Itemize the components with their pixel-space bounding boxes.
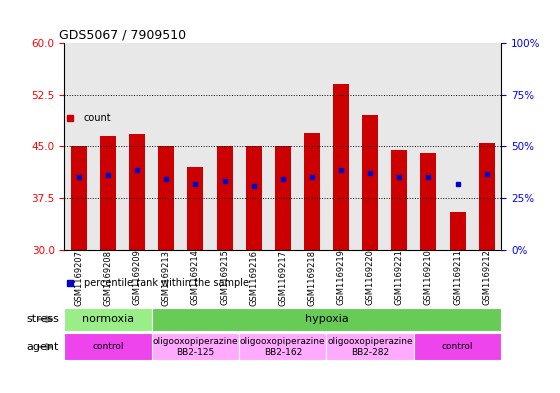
Text: control: control — [92, 342, 124, 351]
Text: GSM1169213: GSM1169213 — [162, 250, 171, 305]
Bar — [326, 333, 414, 360]
Bar — [391, 150, 407, 250]
Text: GSM1169216: GSM1169216 — [249, 250, 258, 305]
Text: GSM1169220: GSM1169220 — [366, 250, 375, 305]
Text: control: control — [442, 342, 473, 351]
Bar — [414, 333, 501, 360]
Bar — [362, 116, 378, 250]
Text: GSM1169214: GSM1169214 — [191, 250, 200, 305]
Text: GSM1169209: GSM1169209 — [133, 250, 142, 305]
Text: agent: agent — [26, 342, 59, 352]
Bar — [64, 333, 152, 360]
Text: normoxia: normoxia — [82, 314, 134, 324]
Text: GSM1169208: GSM1169208 — [104, 250, 113, 305]
Text: count: count — [84, 113, 111, 123]
Bar — [188, 167, 203, 250]
Bar — [479, 143, 494, 250]
Bar — [239, 333, 326, 360]
Bar — [275, 146, 291, 250]
Text: oligooxopiperazine
BB2-162: oligooxopiperazine BB2-162 — [240, 337, 325, 356]
Bar — [421, 153, 436, 250]
Bar — [450, 212, 465, 250]
Bar — [158, 146, 174, 250]
Bar — [333, 84, 349, 250]
Text: GDS5067 / 7909510: GDS5067 / 7909510 — [59, 28, 186, 41]
Bar — [129, 134, 145, 250]
Text: oligooxopiperazine
BB2-125: oligooxopiperazine BB2-125 — [153, 337, 238, 356]
Text: GSM1169218: GSM1169218 — [307, 250, 316, 305]
Text: GSM1169215: GSM1169215 — [220, 250, 229, 305]
Text: GSM1169210: GSM1169210 — [424, 250, 433, 305]
Text: GSM1169207: GSM1169207 — [74, 250, 83, 305]
Text: GSM1169221: GSM1169221 — [395, 250, 404, 305]
Bar — [64, 308, 152, 331]
Text: GSM1169217: GSM1169217 — [278, 250, 287, 305]
Text: GSM1169211: GSM1169211 — [453, 250, 462, 305]
Text: GSM1169219: GSM1169219 — [337, 250, 346, 305]
Bar — [217, 146, 232, 250]
Text: oligooxopiperazine
BB2-282: oligooxopiperazine BB2-282 — [328, 337, 413, 356]
Bar — [100, 136, 116, 250]
Text: percentile rank within the sample: percentile rank within the sample — [84, 278, 249, 288]
Bar — [152, 308, 501, 331]
Bar — [246, 146, 262, 250]
Bar — [304, 133, 320, 250]
Text: stress: stress — [26, 314, 59, 324]
Bar — [71, 146, 87, 250]
Text: GSM1169212: GSM1169212 — [482, 250, 491, 305]
Bar — [152, 333, 239, 360]
Text: hypoxia: hypoxia — [305, 314, 348, 324]
